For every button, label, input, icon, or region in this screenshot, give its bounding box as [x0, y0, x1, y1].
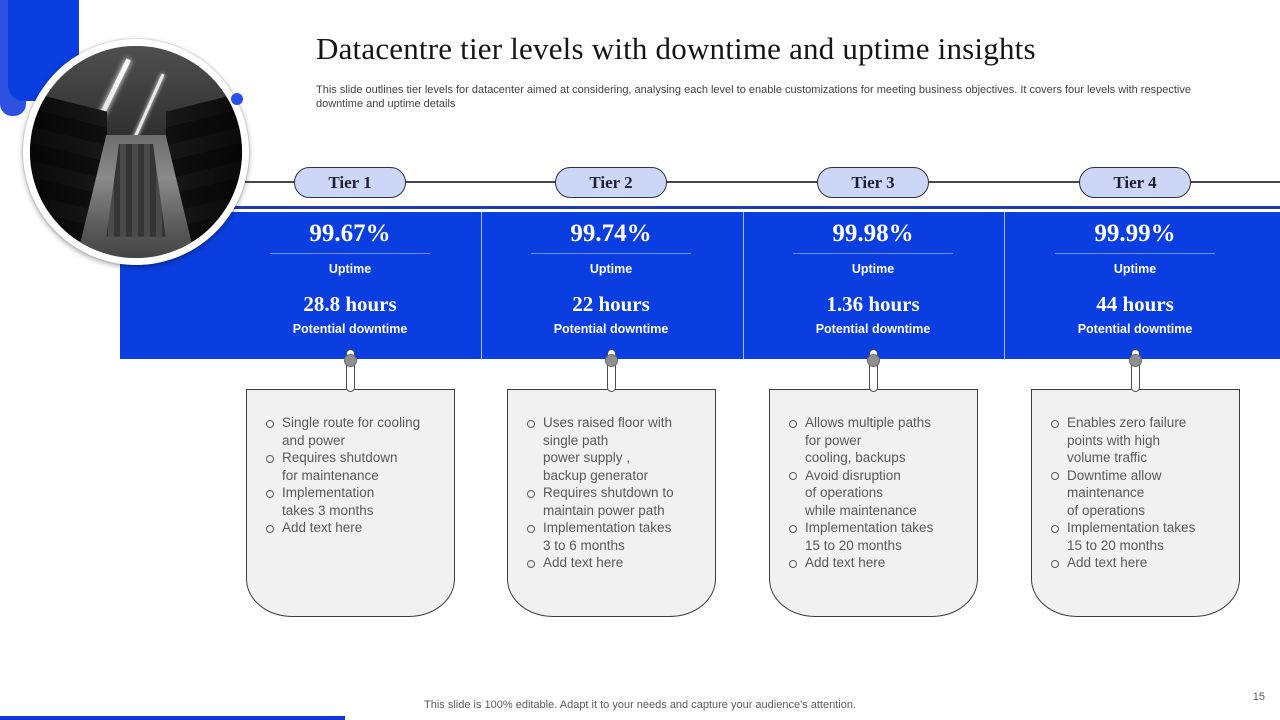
tier3-bullet-list: Allows multiple paths for power cooling,…	[788, 414, 965, 572]
band-divider	[743, 212, 744, 359]
bullet-item: Implementation takes 3 months	[265, 484, 442, 519]
connector-pin-head	[867, 354, 880, 367]
tier4-uptime-label: Uptime	[1113, 262, 1157, 276]
tier3-label: Tier 3	[851, 172, 895, 192]
bullet-item: Allows multiple paths for power cooling,…	[788, 414, 965, 467]
tier4-downtime-value: 44 hours	[1096, 292, 1174, 316]
bullet-item: Requires shutdown to maintain power path	[526, 484, 703, 519]
bullet-item: Implementation takes 15 to 20 months	[1050, 519, 1227, 554]
bullet-item: Add text here	[1050, 554, 1227, 572]
accent-dot	[231, 93, 243, 105]
tier2-downtime-label: Potential downtime	[553, 322, 669, 336]
datacenter-photo-image	[30, 46, 242, 258]
slide-description: This slide outlines tier levels for data…	[316, 84, 1191, 110]
connector-pin	[869, 349, 878, 392]
divider-rule	[270, 253, 430, 254]
connector-pin	[346, 349, 355, 392]
bullet-item: Requires shutdown for maintenance	[265, 449, 442, 484]
tier1-details-box: Single route for cooling and power Requi…	[246, 389, 455, 617]
tier4-downtime-label: Potential downtime	[1077, 322, 1193, 336]
tier2-uptime-label: Uptime	[589, 262, 633, 276]
bullet-item: Single route for cooling and power	[265, 414, 442, 449]
page-title: Datacentre tier levels with downtime and…	[316, 31, 1036, 66]
tier1-uptime-label: Uptime	[328, 262, 372, 276]
tier1-bullet-list: Single route for cooling and power Requi…	[265, 414, 442, 537]
tier2-details-box: Uses raised floor with single path power…	[507, 389, 716, 617]
tier4-label: Tier 4	[1113, 172, 1157, 192]
tier3-pill: Tier 3	[817, 167, 929, 198]
bullet-item: Add text here	[526, 554, 703, 572]
editable-note: This slide is 100% editable. Adapt it to…	[424, 699, 856, 711]
band-divider	[1004, 212, 1005, 359]
band-top-border	[120, 206, 1280, 209]
bullet-item: Add text here	[788, 554, 965, 572]
tier3-uptime-label: Uptime	[851, 262, 895, 276]
tier3-downtime-label: Potential downtime	[815, 322, 931, 336]
bullet-item: Add text here	[265, 519, 442, 537]
tier4-bullet-list: Enables zero failure points with high vo…	[1050, 414, 1227, 572]
divider-rule	[531, 253, 691, 254]
tier-timeline-line	[244, 181, 1280, 183]
datacenter-photo	[23, 39, 249, 265]
tier1-pill: Tier 1	[294, 167, 406, 198]
uptime-stats-band: 99.67% Uptime 28.8 hours Potential downt…	[120, 212, 1280, 359]
bullet-item: Uses raised floor with single path power…	[526, 414, 703, 484]
divider-rule	[1055, 253, 1215, 254]
tier1-uptime-value: 99.67%	[309, 220, 391, 247]
tier2-uptime-value: 99.74%	[570, 220, 652, 247]
tier2-label: Tier 2	[589, 172, 633, 192]
bullet-item: Enables zero failure points with high vo…	[1050, 414, 1227, 467]
tier1-downtime-value: 28.8 hours	[303, 292, 397, 316]
tier3-details-box: Allows multiple paths for power cooling,…	[769, 389, 978, 617]
tier2-bullet-list: Uses raised floor with single path power…	[526, 414, 703, 572]
bullet-item: Implementation takes 15 to 20 months	[788, 519, 965, 554]
tier2-stats: 99.74% Uptime 22 hours Potential downtim…	[491, 212, 731, 359]
bullet-item: Downtime allow maintenance of operations	[1050, 467, 1227, 520]
connector-pin	[607, 349, 616, 392]
tier4-stats: 99.99% Uptime 44 hours Potential downtim…	[1015, 212, 1255, 359]
tier2-downtime-value: 22 hours	[572, 292, 650, 316]
bullet-item: Avoid disruption of operations while mai…	[788, 467, 965, 520]
tier1-label: Tier 1	[328, 172, 372, 192]
divider-rule	[793, 253, 953, 254]
bottom-accent-bar	[0, 716, 345, 720]
tier3-downtime-value: 1.36 hours	[826, 292, 920, 316]
tier4-uptime-value: 99.99%	[1094, 220, 1176, 247]
bullet-item: Implementation takes 3 to 6 months	[526, 519, 703, 554]
band-divider	[481, 212, 482, 359]
tier4-pill: Tier 4	[1079, 167, 1191, 198]
tier1-stats: 99.67% Uptime 28.8 hours Potential downt…	[230, 212, 470, 359]
connector-pin	[1131, 349, 1140, 392]
connector-pin-head	[344, 354, 357, 367]
tier2-pill: Tier 2	[555, 167, 667, 198]
tier4-details-box: Enables zero failure points with high vo…	[1031, 389, 1240, 617]
tier1-downtime-label: Potential downtime	[292, 322, 408, 336]
page-number: 15	[1252, 691, 1265, 703]
connector-pin-head	[1129, 354, 1142, 367]
connector-pin-head	[605, 354, 618, 367]
tier3-uptime-value: 99.98%	[832, 220, 914, 247]
tier3-stats: 99.98% Uptime 1.36 hours Potential downt…	[753, 212, 993, 359]
